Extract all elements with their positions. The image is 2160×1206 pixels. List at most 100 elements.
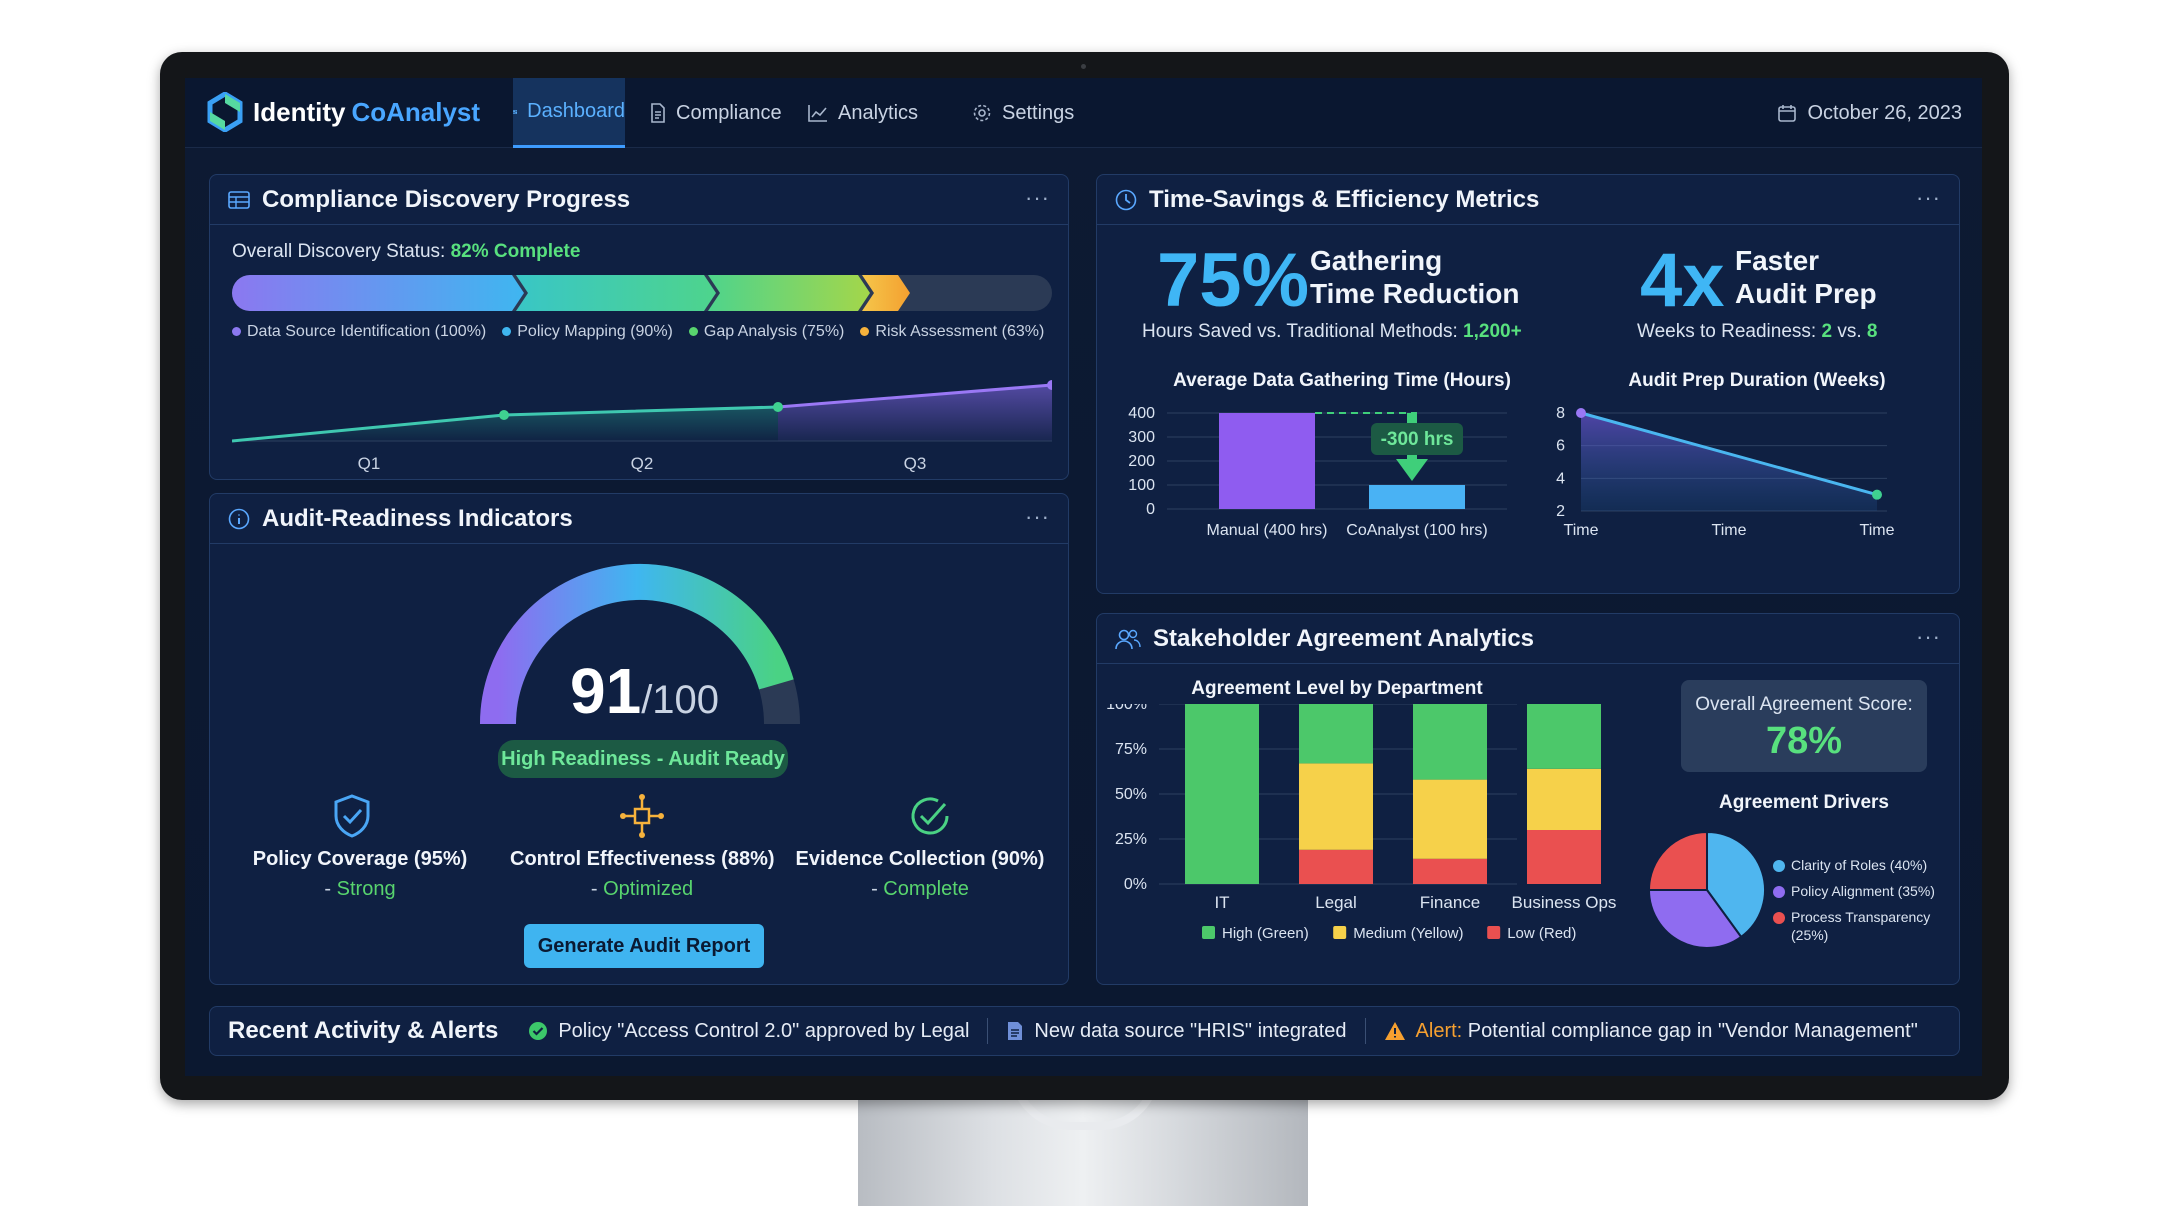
kpi-audit-prep-value: 4x: [1640, 238, 1725, 323]
kpi-label: Audit Prep: [1735, 278, 1877, 309]
panel-header: Audit-Readiness Indicators: [210, 494, 1068, 544]
stacked-bar-segment: [1185, 704, 1259, 884]
hexagon-logo-icon: [207, 92, 243, 132]
progress-segment-policy-mapping: [516, 275, 716, 311]
gauge-fill: [480, 563, 794, 725]
y-tick-label: 100%: [1106, 704, 1147, 713]
legend-swatch: [1333, 926, 1347, 939]
app-logo[interactable]: Identity CoAnalyst: [207, 92, 480, 132]
series-line: [1580, 411, 1878, 497]
clock-icon: [1115, 189, 1137, 210]
data-point: [1576, 408, 1586, 418]
arrow-head: [1396, 459, 1428, 481]
status-value: 82% Complete: [450, 241, 581, 262]
kpi-subtext: Hours Saved vs. Traditional Methods: 1,2…: [1142, 321, 1522, 342]
audit-prep-line-chart: 2 4 6 8 Time Time Time: [1556, 405, 1895, 539]
info-icon: [228, 508, 250, 529]
x-tick-label: Time: [1860, 522, 1895, 539]
kpi-subtext: Weeks to Readiness: 2 vs. 8: [1637, 321, 1878, 342]
line-chart-title: Audit Prep Duration (Weeks): [1628, 370, 1886, 391]
more-options-button[interactable]: ···: [1025, 185, 1050, 210]
tab-label: Dashboard: [527, 100, 625, 122]
trend-point: [499, 410, 509, 420]
data-point: [1872, 489, 1882, 500]
legend-label: Medium (Yellow): [1353, 925, 1463, 942]
drivers-title: Agreement Drivers: [1718, 792, 1890, 813]
panel-title: Compliance Discovery Progress: [262, 185, 631, 213]
readiness-status-badge: High Readiness - Audit Ready: [498, 740, 788, 778]
tab-analytics[interactable]: Analytics: [808, 78, 918, 148]
y-tick-label: 8: [1556, 405, 1565, 422]
more-options-button[interactable]: ···: [1916, 185, 1941, 210]
bar: [1219, 413, 1315, 509]
legend-swatch: [1487, 926, 1501, 939]
y-tick-label: 2: [1556, 503, 1565, 520]
generate-audit-report-button[interactable]: Generate Audit Report: [524, 924, 764, 968]
x-tick-label: Time: [1712, 522, 1747, 539]
stacked-bar-segment: [1527, 704, 1601, 769]
trend-x-label: Q3: [904, 454, 927, 473]
x-tick-label: CoAnalyst (100 hrs): [1346, 522, 1487, 539]
tab-settings[interactable]: Settings: [972, 78, 1074, 148]
activity-item[interactable]: New data source "HRIS" integrated: [1006, 1020, 1347, 1043]
score-value: 78%: [1765, 720, 1843, 762]
more-options-button[interactable]: ···: [1916, 624, 1941, 649]
score-value: 91: [570, 655, 642, 727]
legend-item: Clarity of Roles (40%): [1773, 852, 1935, 878]
overall-agreement-score-card: [1681, 680, 1927, 772]
check-circle-icon: [911, 797, 949, 835]
y-tick-label: 400: [1128, 405, 1155, 422]
annotation-label: -300 hrs: [1381, 429, 1454, 450]
y-tick-label: 75%: [1115, 741, 1147, 758]
readiness-score: 91 /100: [570, 654, 719, 728]
more-options-button[interactable]: ···: [1025, 504, 1050, 529]
x-tick-label: Finance: [1420, 893, 1480, 912]
legend-item: Policy Mapping (90%): [502, 323, 673, 341]
panel-header: Compliance Discovery Progress: [210, 175, 1068, 225]
trend-area-forecast: [778, 385, 1052, 441]
app-name-primary: Identity: [253, 96, 346, 127]
pie-slice: [1647, 889, 1743, 949]
trend-x-label: Q1: [358, 454, 381, 473]
legend-item: Gap Analysis (75%): [688, 323, 844, 341]
divider: [1364, 1018, 1366, 1044]
indicator-name: Evidence Collection (90%): [795, 848, 1045, 870]
activity-item[interactable]: Policy "Access Control 2.0" approved by …: [528, 1020, 969, 1043]
shield-check-icon: [334, 794, 370, 838]
divider: [987, 1018, 989, 1044]
y-tick-label: 6: [1556, 438, 1565, 455]
stacked-bar-segment: [1299, 763, 1373, 850]
tab-label: Analytics: [838, 101, 919, 124]
activity-alert[interactable]: Alert: Potential compliance gap in "Vend…: [1384, 1020, 1918, 1043]
kpi-label: Time Reduction: [1310, 278, 1520, 309]
indicator-grade: - Complete: [871, 878, 969, 900]
stacked-bar-segment: [1413, 858, 1487, 884]
date-display[interactable]: October 26, 2023: [1777, 78, 1962, 148]
agreement-drivers-pie-chart: [1647, 830, 1766, 949]
audit-readiness-panel: Audit-Readiness Indicators ··· 91 /100 H…: [209, 493, 1069, 985]
status-label: Overall Discovery Status:: [232, 241, 446, 262]
legend-item: Risk Assessment (63%): [860, 323, 1044, 341]
document-icon: [651, 103, 665, 123]
legend-item: Data Source Identification (100%): [232, 323, 486, 341]
progress-segment-gap-analysis: [708, 275, 870, 311]
discovery-trend-chart: Q1 Q2 Q3: [232, 380, 1052, 473]
indicator-grade: - Optimized: [590, 878, 694, 900]
legend-item: Process Transparency (25%): [1773, 908, 1935, 944]
y-tick-label: 200: [1128, 453, 1155, 470]
progress-legend: Data Source Identification (100%) Policy…: [232, 323, 1044, 341]
discovery-status: Overall Discovery Status: 82% Complete: [232, 241, 580, 263]
x-tick-label: IT: [1214, 893, 1229, 912]
panel-title: Stakeholder Agreement Analytics: [1153, 624, 1535, 652]
trend-point: [1047, 380, 1052, 390]
annotation-badge: [1371, 423, 1463, 455]
tab-compliance[interactable]: Compliance: [650, 78, 782, 148]
gear-icon: [973, 104, 991, 122]
pie-slice: [1706, 830, 1766, 939]
tab-dashboard[interactable]: Dashboard: [513, 78, 625, 148]
panel-title: Time-Savings & Efficiency Metrics: [1149, 185, 1540, 213]
data-gathering-bar-chart: 0 100 200 300 400 Manual (400 hrs) CoAnalyst (…: [1128, 405, 1507, 539]
y-tick-label: 0%: [1124, 876, 1147, 893]
panel-title: Audit-Readiness Indicators: [262, 504, 573, 532]
webcam: [1081, 64, 1086, 69]
